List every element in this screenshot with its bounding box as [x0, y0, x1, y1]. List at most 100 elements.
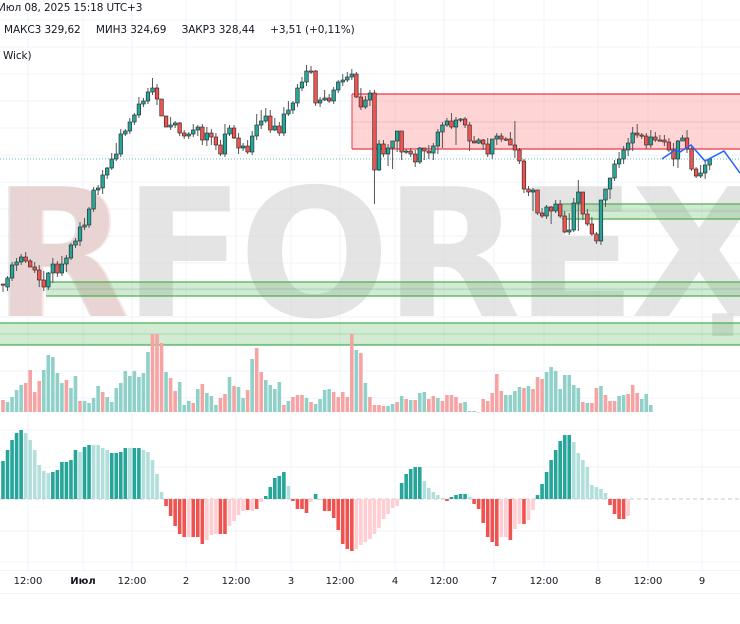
histogram-bar: [132, 448, 137, 499]
histogram-bar: [522, 499, 526, 524]
histogram-bar: [350, 499, 354, 551]
volume-bar: [454, 397, 458, 412]
volume-bar: [612, 401, 617, 412]
histogram-bar: [282, 472, 286, 499]
candle-body: [19, 256, 24, 263]
histogram-bar: [96, 445, 100, 499]
price-zones: [0, 93, 740, 346]
candle-body: [680, 137, 685, 142]
candle-body: [32, 266, 37, 271]
histogram-bar: [440, 498, 445, 499]
histogram-bar: [114, 453, 119, 499]
histogram-bar: [123, 448, 128, 499]
volume-bar: [200, 384, 205, 412]
candle-body: [367, 92, 373, 101]
volume-bar: [513, 391, 517, 412]
candle-body: [236, 137, 241, 149]
volume-bar: [594, 388, 599, 412]
candle-body: [186, 133, 191, 137]
histogram-bar: [109, 453, 114, 499]
volume-bar: [422, 392, 427, 412]
volume-bar: [37, 381, 42, 412]
histogram-bar: [82, 447, 87, 499]
histogram-bar: [182, 499, 186, 537]
histogram-bar: [227, 499, 232, 526]
histogram-bar: [232, 499, 236, 521]
histogram-bar: [5, 450, 10, 499]
candle-body: [481, 139, 486, 145]
time-tick-label: 3: [287, 576, 295, 587]
histogram-bar: [576, 453, 581, 499]
histogram-bar: [245, 499, 250, 510]
histogram-bar: [390, 499, 395, 508]
volume-bar: [87, 403, 91, 412]
candle-body: [327, 97, 332, 102]
candle-body: [250, 135, 255, 153]
candle-body: [141, 100, 146, 105]
candle-body: [109, 158, 114, 169]
candle-body: [0, 283, 6, 286]
volume-bar: [286, 401, 291, 412]
volume-bar: [64, 380, 69, 412]
histogram-bar: [463, 494, 467, 499]
time-axis[interactable]: 12:00 Июл 12:00 2 12:00 3 12:00 4 12:00 7 12:00 8 12…: [0, 570, 740, 594]
candle-body: [209, 132, 214, 138]
high-label: МАКС: [4, 24, 35, 36]
histogram-bar: [159, 492, 164, 499]
resistance-zone[interactable]: [352, 94, 740, 149]
histogram-bar: [413, 467, 418, 499]
candle-body: [503, 138, 508, 141]
histogram-bar: [490, 499, 495, 542]
candle-body: [530, 189, 536, 193]
histogram-bar: [422, 481, 427, 499]
candle-body: [562, 215, 567, 233]
volume-bar: [581, 402, 585, 412]
volume-bar: [417, 393, 422, 412]
volume-bar: [177, 382, 182, 412]
histogram-bar: [218, 499, 223, 534]
oscillator-histogram: [0, 430, 740, 551]
candle-body: [544, 206, 549, 217]
volume-bar: [250, 359, 254, 412]
candle-body: [222, 133, 228, 155]
candle-body: [245, 145, 250, 153]
candlestick-series[interactable]: [0, 65, 712, 292]
volume-bar: [508, 395, 513, 412]
candle-body: [499, 135, 504, 140]
volume-bar: [576, 388, 581, 412]
histogram-bar: [286, 486, 291, 499]
histogram-bar: [37, 465, 42, 499]
candle-body: [41, 279, 46, 288]
histogram-bar: [28, 440, 32, 499]
histogram-bar: [485, 499, 490, 537]
candle-body: [50, 263, 55, 274]
volume-bar: [100, 392, 105, 412]
candle-body: [603, 188, 608, 201]
candle-body: [64, 257, 69, 265]
candle-body: [277, 125, 282, 134]
candle-body: [136, 103, 142, 116]
histogram-bar: [209, 499, 214, 535]
histogram-bar: [562, 435, 567, 499]
candle-body: [703, 164, 708, 174]
histogram-bar: [368, 499, 372, 539]
volume-bar: [481, 399, 485, 412]
candle-body: [689, 148, 694, 170]
volume-bar: [159, 343, 164, 412]
support-zone[interactable]: [562, 204, 740, 219]
time-tick-label: 7: [490, 576, 498, 587]
candle-body: [657, 139, 662, 142]
candle-body: [173, 122, 178, 126]
histogram-bar: [553, 450, 558, 499]
indicator-legend[interactable]: Wick): [3, 50, 32, 62]
volume-bar: [322, 390, 327, 412]
candle-body: [177, 122, 182, 134]
candle-body: [594, 233, 599, 242]
time-tick-label: 12:00: [633, 576, 663, 587]
candle-body: [231, 127, 237, 139]
candle-body: [539, 212, 545, 217]
candle-body: [331, 89, 336, 102]
volume-bar: [146, 352, 150, 412]
